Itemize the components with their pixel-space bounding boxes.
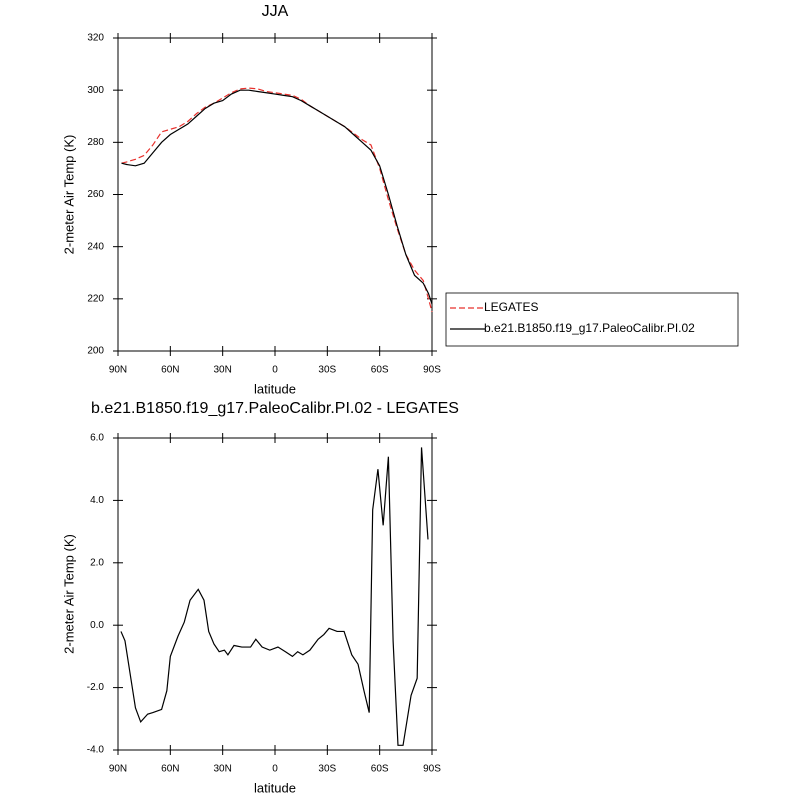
y-tick-label: -4.0	[87, 745, 105, 756]
x-tick-label: 30S	[318, 764, 336, 775]
y-tick-label: 260	[87, 189, 104, 200]
plot-frame	[117, 37, 433, 352]
data-line	[121, 89, 433, 305]
y-tick-label: 2.0	[90, 557, 104, 568]
x-tick-label: 90N	[109, 365, 127, 376]
data-line	[120, 447, 429, 746]
chart-title: JJA	[262, 3, 289, 20]
y-tick-label: 6.0	[90, 433, 104, 444]
chart-title: b.e21.B1850.f19_g17.PaleoCalibr.PI.02 - …	[91, 400, 459, 417]
y-tick-label: 320	[87, 33, 104, 44]
y-tick-label: -2.0	[87, 682, 105, 693]
plot-frame	[117, 437, 433, 751]
x-tick-label: 60N	[161, 764, 179, 775]
x-tick-label: 60S	[371, 365, 389, 376]
legend-label: LEGATES	[484, 300, 538, 314]
legend-box	[445, 292, 739, 347]
x-tick-label: 0	[272, 365, 278, 376]
x-axis-label: latitude	[254, 381, 296, 396]
y-tick-label: 220	[87, 293, 104, 304]
x-axis-label: latitude	[254, 780, 296, 795]
y-tick-label: 4.0	[90, 495, 104, 506]
y-tick-label: 300	[87, 85, 104, 96]
x-tick-label: 60S	[371, 764, 389, 775]
x-tick-label: 60N	[161, 365, 179, 376]
y-tick-label: 0.0	[90, 620, 104, 631]
y-tick-label: 200	[87, 346, 104, 357]
x-tick-label: 90S	[423, 365, 441, 376]
data-line	[121, 87, 433, 313]
y-tick-label: 280	[87, 137, 104, 148]
x-tick-label: 30N	[213, 764, 231, 775]
y-tick-label: 240	[87, 241, 104, 252]
x-tick-label: 90S	[423, 764, 441, 775]
y-axis-label: 2-meter Air Temp (K)	[61, 135, 76, 255]
x-tick-label: 0	[272, 764, 278, 775]
y-axis-label: 2-meter Air Temp (K)	[61, 534, 76, 654]
legend-label: b.e21.B1850.f19_g17.PaleoCalibr.PI.02	[484, 321, 695, 335]
x-tick-label: 30S	[318, 365, 336, 376]
x-tick-label: 30N	[213, 365, 231, 376]
x-tick-label: 90N	[109, 764, 127, 775]
